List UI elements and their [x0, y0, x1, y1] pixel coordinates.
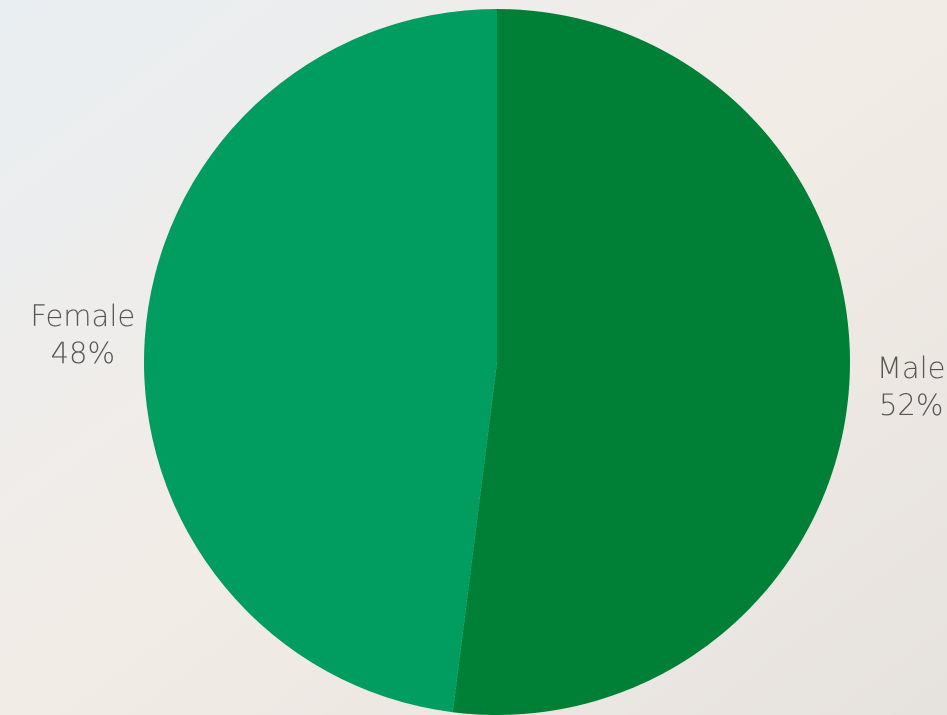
- slice-value-label: 48%: [51, 336, 115, 370]
- slice-label: Female: [30, 299, 135, 333]
- pie-slice: [143, 9, 497, 713]
- pie-slice: [452, 9, 850, 715]
- slice-value-label: 52%: [879, 388, 943, 422]
- slice-label: Male: [877, 351, 946, 385]
